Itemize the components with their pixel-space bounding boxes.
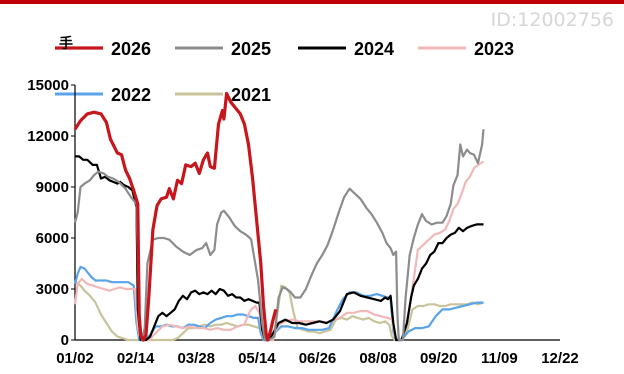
x-tick-label: 01/02 [56,350,94,367]
legend-label-2023: 2023 [474,39,514,59]
x-tick-label: 03/28 [177,350,215,367]
legend-label-2026: 2026 [111,39,151,59]
x-tick-label: 12/22 [541,350,579,367]
top-accent-bar [0,0,624,4]
series-line-2023 [73,160,485,342]
x-tick-label: 11/09 [481,350,518,367]
y-tick-label: 9000 [36,179,69,196]
plot-area [73,91,485,342]
axes [71,84,560,341]
legend: 2026 2025 2024 2023 2022 2021 [55,39,514,105]
y-tick-label: 0 [61,332,69,349]
series-line-2026 [73,91,278,342]
watermark: ID:12002756 [490,9,614,31]
unit-label: 手 [59,35,73,52]
x-tick-label: 02/14 [117,350,155,367]
y-tick-label: 6000 [36,230,69,247]
legend-label-2025: 2025 [231,39,271,59]
x-tick-label: 06/26 [299,350,337,367]
y-tick-label: 15000 [27,77,69,94]
axis-labels: 0 3000 6000 9000 12000 15000 01/02 02/14 03/28 05… [27,35,578,367]
y-tick-label: 3000 [36,281,69,298]
x-tick-label: 05/14 [238,350,276,367]
legend-label-2022: 2022 [111,85,151,105]
legend-label-2021: 2021 [231,85,271,105]
x-tick-label: 08/08 [359,350,397,367]
x-tick-label: 09/20 [420,350,458,367]
legend-label-2024: 2024 [354,39,394,59]
y-tick-label: 12000 [27,128,69,145]
